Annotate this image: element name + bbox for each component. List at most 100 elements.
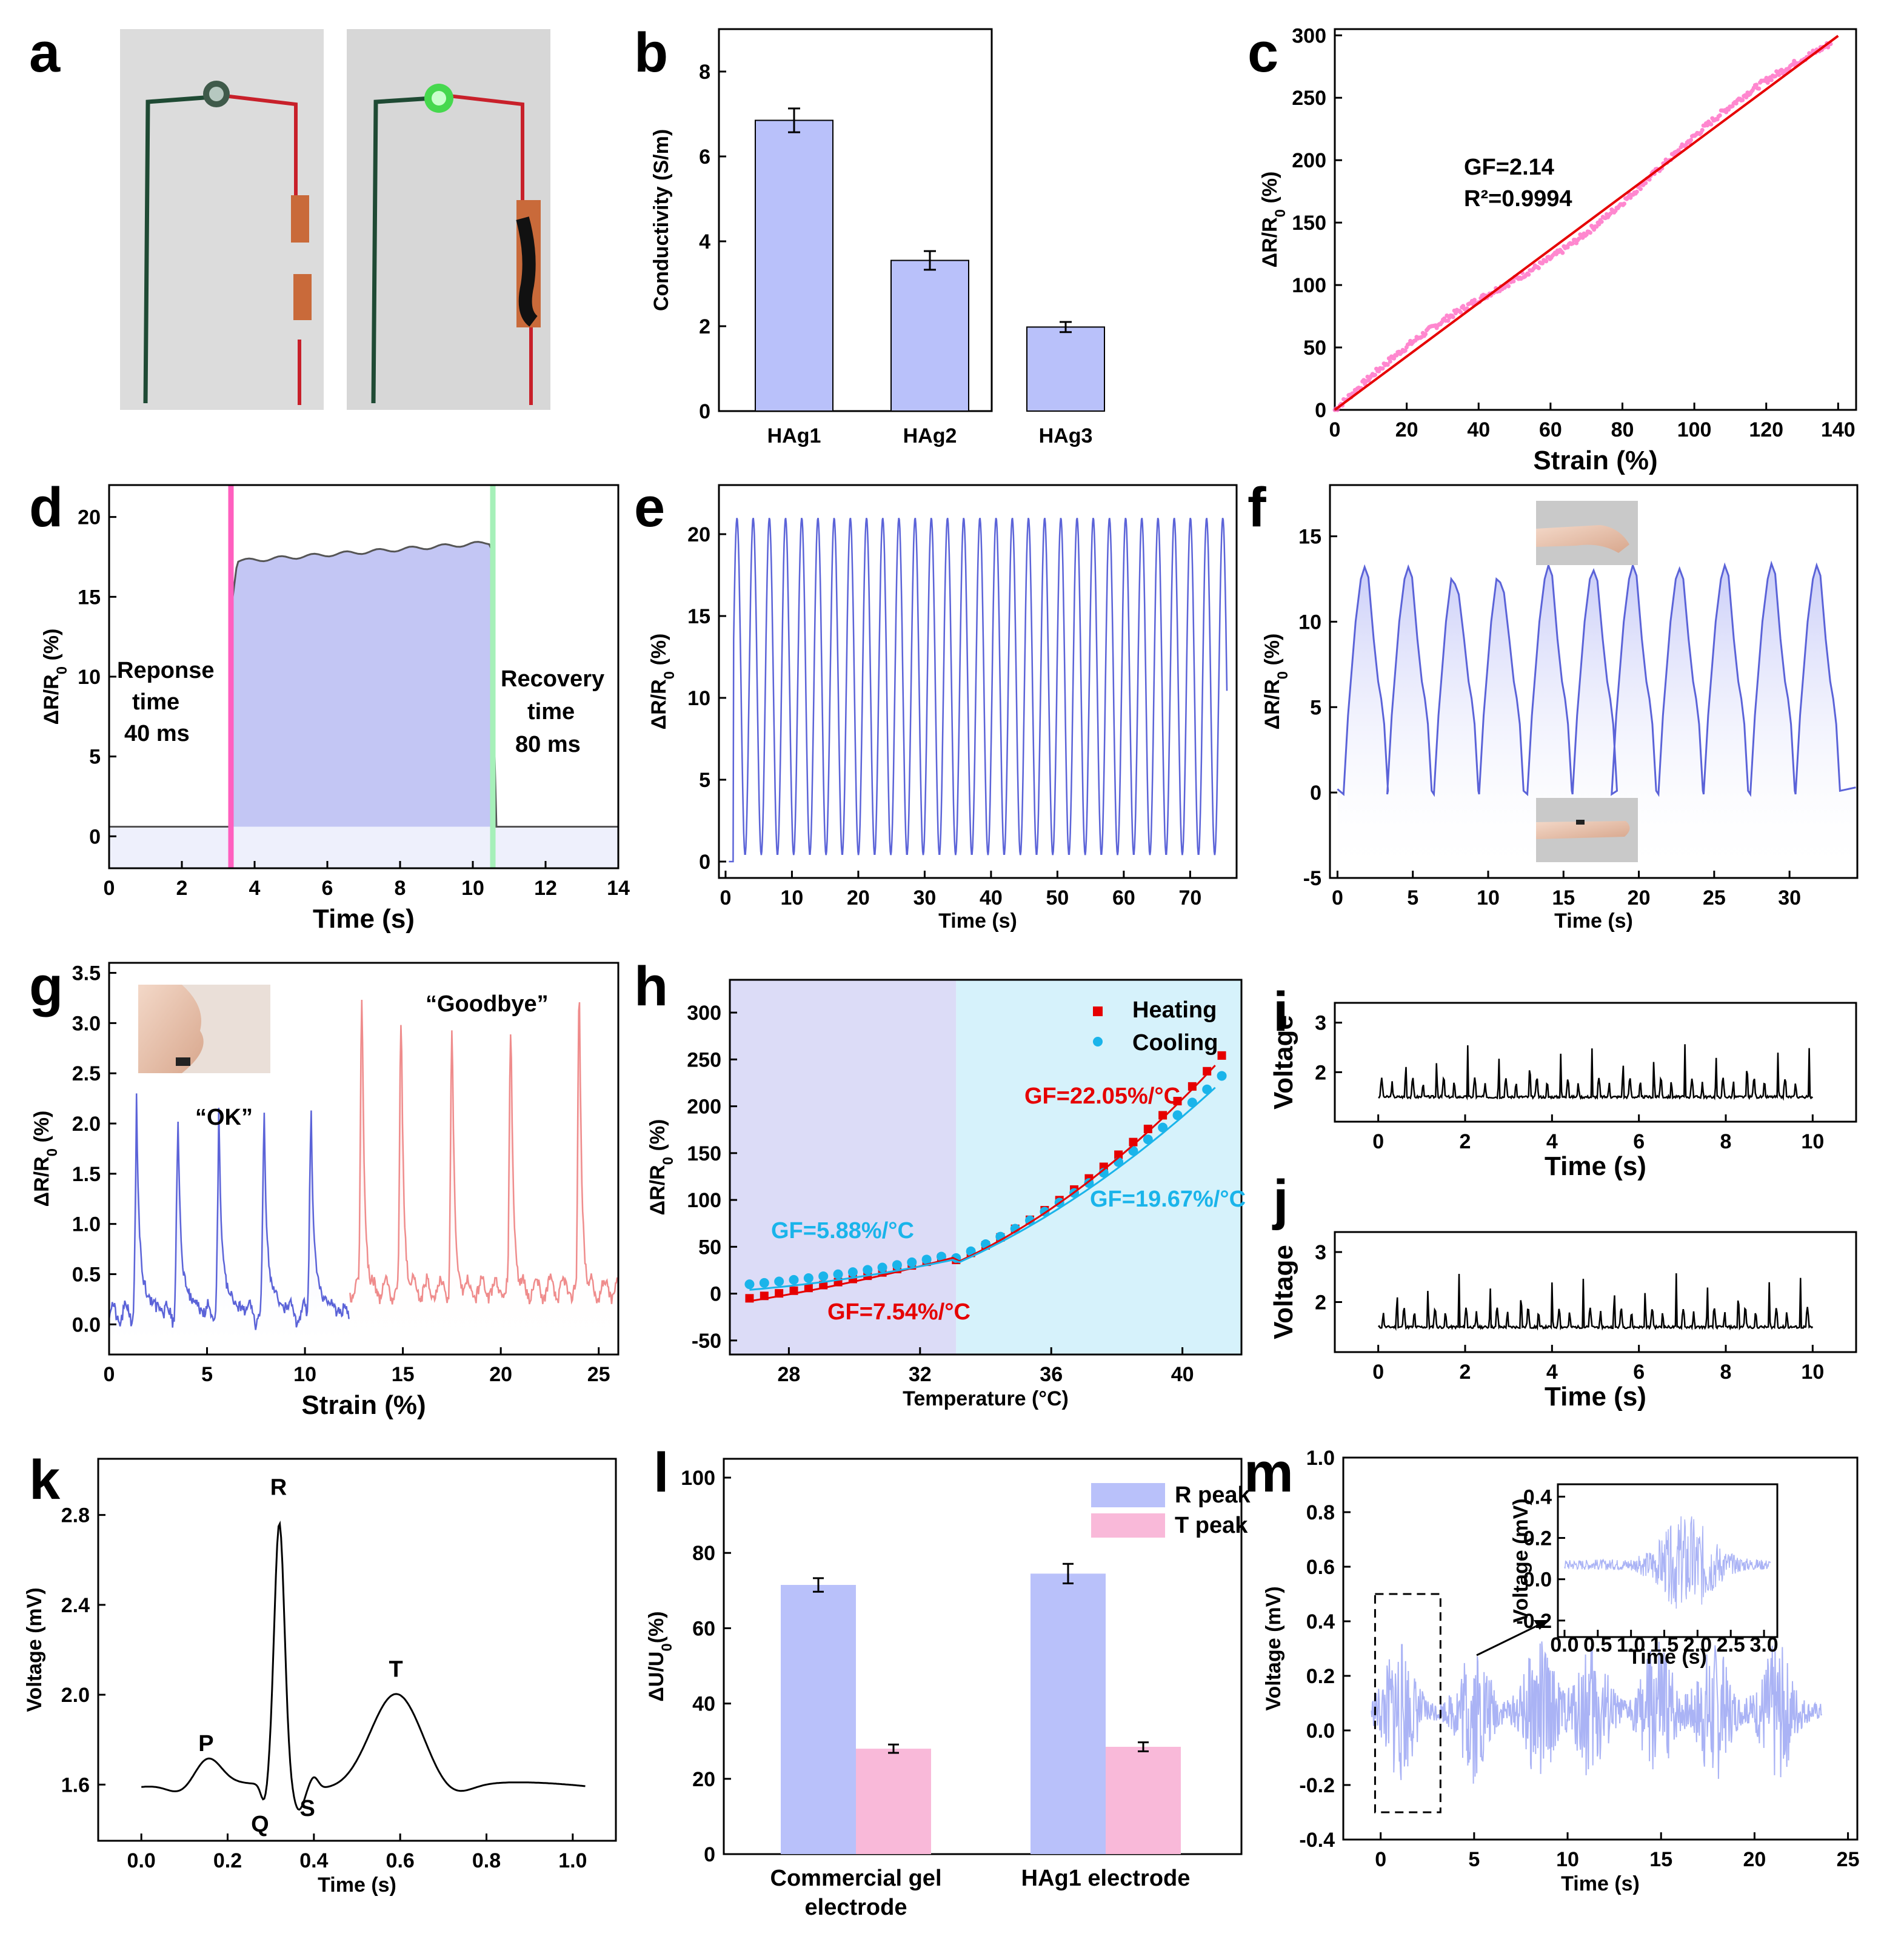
inset-frame bbox=[1557, 1483, 1779, 1638]
x-tick-label: 40 bbox=[1171, 1363, 1194, 1386]
y-tick-label: 8 bbox=[699, 61, 710, 84]
x-tick-label: 0.2 bbox=[213, 1849, 242, 1872]
heating-fit bbox=[749, 1065, 1216, 1302]
x-tick-label: 50 bbox=[1046, 886, 1069, 909]
ecg-wave-label-T: T bbox=[389, 1656, 403, 1682]
panel-j-pulse-chart: 0 2 4 6 8 10 2 3 Time (s) Voltage bbox=[1269, 1231, 1857, 1412]
cooling-point bbox=[847, 1267, 858, 1278]
panel-l-electrode-chart: 0 20 40 60 80 100 Commercial gel electrode HAg1 … bbox=[645, 1458, 1251, 1920]
y-tick-label: 250 bbox=[1292, 87, 1326, 110]
x-tick-label: 120 bbox=[1749, 418, 1783, 441]
cooling-point bbox=[803, 1273, 813, 1284]
x-axis-title: Time (s) bbox=[938, 909, 1017, 933]
category-label: electrode bbox=[805, 1895, 907, 1920]
panel-i-pulse-chart: 0 2 4 6 8 10 2 3 Time (s) Voltage bbox=[1269, 1002, 1857, 1181]
heating-point bbox=[1187, 1082, 1197, 1091]
x-tick-label: 4 bbox=[249, 877, 261, 900]
pulse-signal-line bbox=[1377, 1273, 1814, 1331]
inset-y-title: Voltage (mV) bbox=[1509, 1498, 1532, 1623]
plot-frame bbox=[108, 962, 620, 1356]
panel-k-ecg-chart: 0.0 0.2 0.4 0.6 0.8 1.0 1.6 2.0 2.4 2.8 P Q R S T Time … bbox=[23, 1458, 617, 1897]
y-tick-label: 5 bbox=[699, 769, 710, 792]
y-axis-title: ΔR/R0 (%) bbox=[646, 1119, 676, 1216]
category-label: HAg3 bbox=[1039, 424, 1093, 447]
y-tick-label: 6 bbox=[699, 146, 710, 169]
x-tick-label: 0 bbox=[1332, 886, 1343, 909]
x-axis-title: Time (s) bbox=[313, 904, 415, 934]
y-tick-label: 20 bbox=[687, 523, 710, 546]
cooling-point bbox=[789, 1274, 799, 1285]
panel-d-response-time-chart: 0 2 4 6 8 10 12 14 0 5 10 15 20 Reponse time 40 ms Recov… bbox=[40, 484, 630, 934]
plot-frame bbox=[97, 1458, 617, 1842]
legend-cooling-marker bbox=[1093, 1037, 1103, 1047]
x-tick-label: 20 bbox=[489, 1363, 512, 1386]
x-tick-label: 2 bbox=[1460, 1130, 1471, 1153]
inset-emg-line bbox=[1564, 1516, 1771, 1609]
response-curve bbox=[109, 541, 619, 828]
y-tick-label: 60 bbox=[692, 1617, 715, 1640]
y-tick-label: 80 bbox=[692, 1542, 715, 1565]
x-tick-label: 25 bbox=[587, 1363, 610, 1386]
y-tick-label: 0.6 bbox=[1306, 1556, 1335, 1579]
y-tick-label: 300 bbox=[687, 1002, 721, 1025]
bar-HAg2 bbox=[890, 260, 969, 412]
y-axis-title: ΔR/R0 (%) bbox=[40, 629, 70, 725]
zoom-arrow bbox=[1476, 1619, 1549, 1656]
baseline-fill bbox=[109, 826, 618, 868]
cooling-point bbox=[1025, 1215, 1035, 1225]
y-tick-label: 100 bbox=[687, 1189, 721, 1212]
r2-annotation: R²=0.9994 bbox=[1464, 186, 1572, 212]
y-axis-title: ΔR/R0 (%) bbox=[647, 634, 678, 730]
bar-HAg1 bbox=[755, 119, 833, 412]
y-tick-label: 50 bbox=[1303, 337, 1326, 360]
plot-frame bbox=[723, 1458, 1243, 1855]
legend-heating-label: Heating bbox=[1132, 997, 1217, 1023]
x-axis-title: Time (s) bbox=[1545, 1382, 1646, 1412]
heating-point bbox=[1173, 1097, 1182, 1106]
y-tick-label: 1.0 bbox=[1306, 1447, 1335, 1470]
x-tick-label: 15 bbox=[1649, 1848, 1672, 1871]
y-axis-title: Voltage bbox=[1269, 1245, 1298, 1339]
x-tick-label: 0 bbox=[720, 886, 731, 909]
y-axis-title: Voltage (mV) bbox=[1262, 1586, 1285, 1710]
ecg-wave-label-R: R bbox=[270, 1475, 287, 1500]
response-label: time bbox=[132, 689, 179, 715]
gf-cooling-low-label: GF=5.88%/°C bbox=[771, 1218, 914, 1244]
linear-fit-line bbox=[1334, 35, 1839, 411]
x-tick-label: 36 bbox=[1040, 1363, 1063, 1386]
y-tick-label: 2.8 bbox=[61, 1504, 90, 1527]
gf-cooling-high-label: GF=19.67%/°C bbox=[1090, 1187, 1246, 1212]
x-tick-label: 1.5 bbox=[1650, 1633, 1679, 1656]
cooling-point bbox=[833, 1269, 843, 1279]
gf-heating-low-label: GF=7.54%/°C bbox=[827, 1299, 970, 1325]
cooling-point bbox=[1098, 1168, 1109, 1178]
x-tick-label: 100 bbox=[1677, 418, 1712, 441]
cooling-point bbox=[863, 1265, 873, 1275]
x-tick-label: 10 bbox=[1556, 1848, 1579, 1871]
x-tick-label: 30 bbox=[913, 886, 936, 909]
x-tick-label: 12 bbox=[534, 877, 557, 900]
x-tick-label: 60 bbox=[1539, 418, 1562, 441]
x-tick-label: 60 bbox=[1112, 886, 1135, 909]
electrode-pad bbox=[293, 274, 312, 320]
x-tick-label: 8 bbox=[1720, 1130, 1732, 1153]
y-tick-label: 5 bbox=[1310, 696, 1321, 719]
x-tick-label: 2.0 bbox=[1683, 1633, 1712, 1656]
y-tick-label: 0.0 bbox=[72, 1313, 101, 1336]
y-tick-label: 0.4 bbox=[1523, 1485, 1552, 1509]
cooling-point bbox=[1128, 1146, 1138, 1156]
y-tick-label: 2.4 bbox=[61, 1594, 90, 1617]
y-tick-label: -5 bbox=[1303, 867, 1321, 890]
x-axis-title: Strain (%) bbox=[301, 1390, 426, 1420]
category-label: HAg1 electrode bbox=[1021, 1866, 1191, 1891]
plot-frame bbox=[1334, 28, 1857, 411]
y-tick-label: 0 bbox=[1315, 399, 1326, 422]
panel-label-l: l bbox=[653, 1442, 669, 1504]
y-tick-label: 15 bbox=[687, 605, 710, 628]
x-tick-label: 2 bbox=[1460, 1361, 1471, 1384]
cooling-point bbox=[921, 1254, 932, 1265]
y-tick-label: 0.0 bbox=[1306, 1720, 1335, 1743]
y-tick-label: 200 bbox=[1292, 149, 1326, 172]
